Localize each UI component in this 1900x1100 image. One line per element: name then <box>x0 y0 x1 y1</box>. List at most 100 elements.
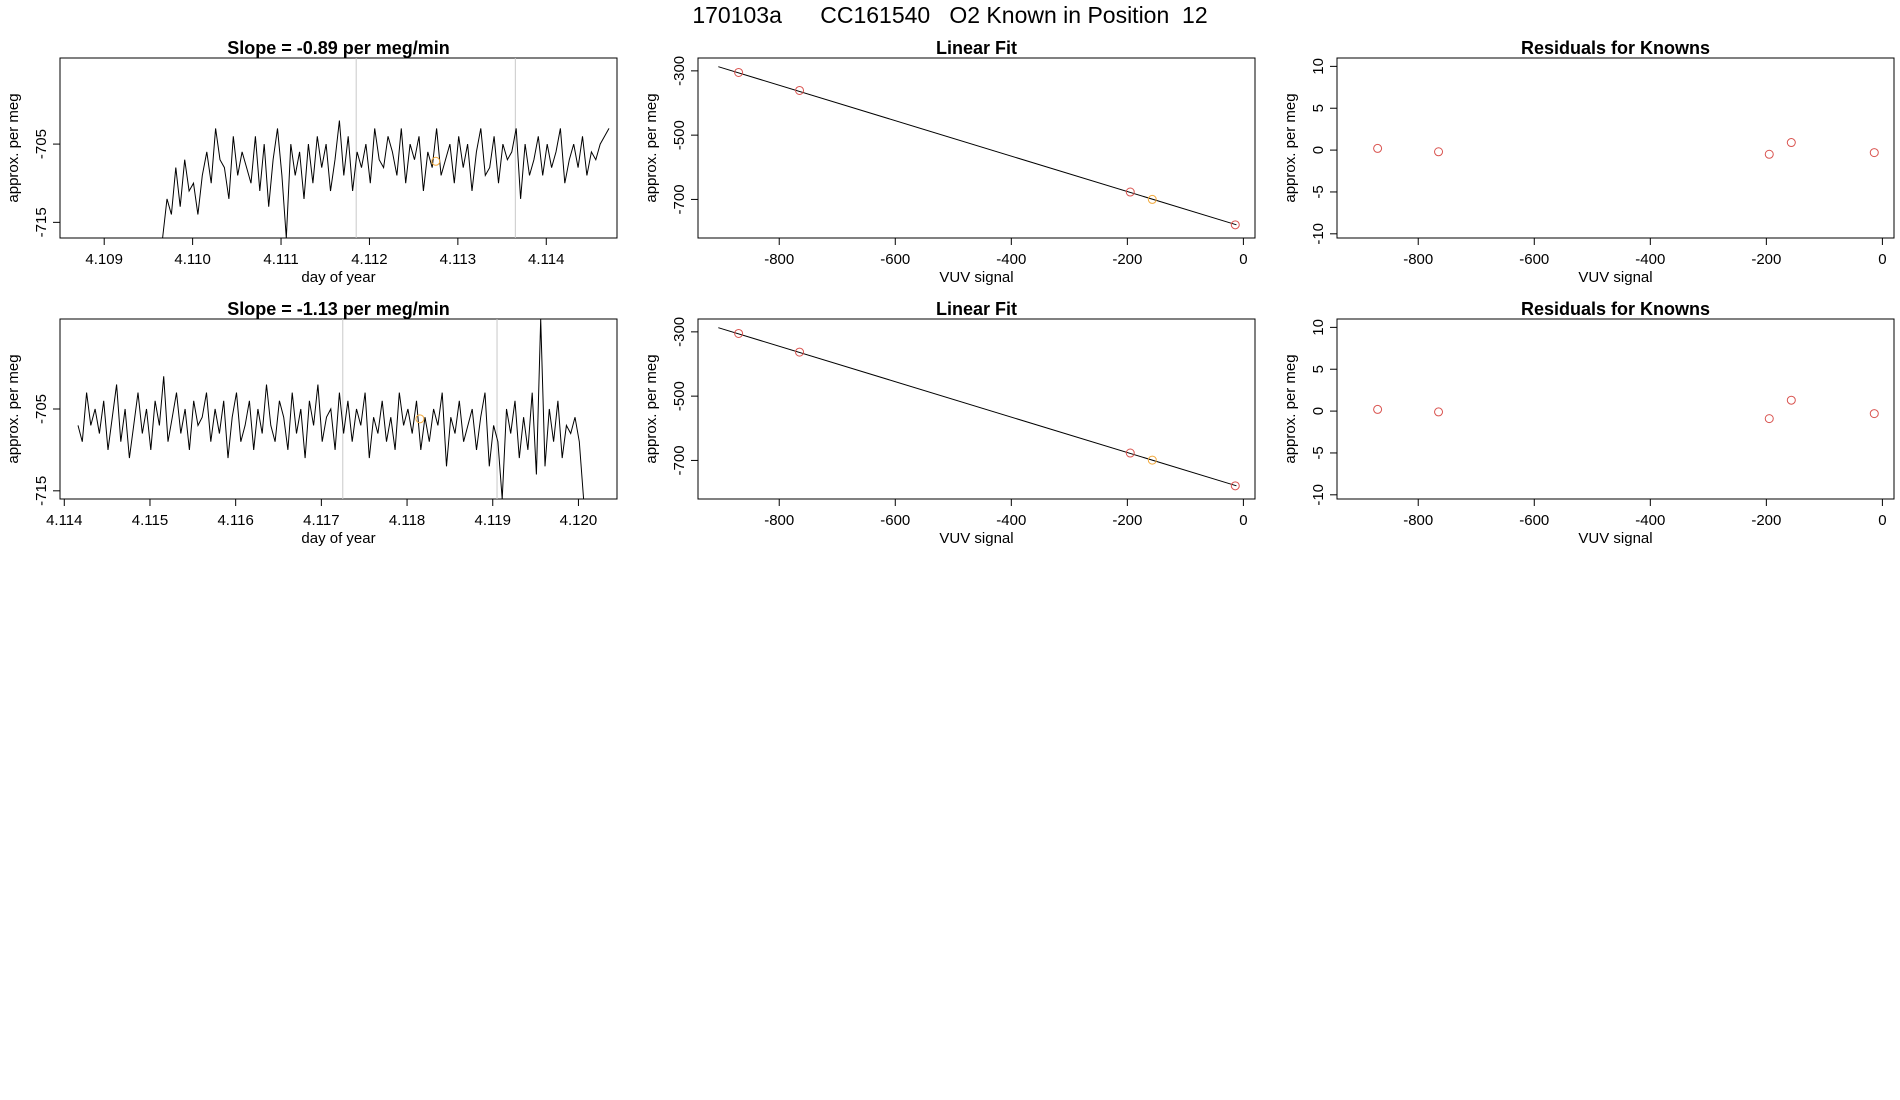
x-tick-label: -200 <box>1112 512 1142 529</box>
chart-title: Linear Fit <box>936 299 1017 319</box>
x-tick-label: 0 <box>1878 251 1886 268</box>
x-tick-label: 4.115 <box>132 512 168 529</box>
data-point <box>795 85 805 95</box>
y-tick-label: -5 <box>1310 446 1327 459</box>
data-point <box>1434 407 1444 417</box>
y-axis-label: approx. per meg <box>643 354 660 463</box>
plot-frame <box>1336 57 1895 239</box>
chart-title: Residuals for Knowns <box>1521 299 1710 319</box>
data-point <box>1147 455 1157 465</box>
y-tick-label: -300 <box>671 56 688 86</box>
data-point <box>1230 220 1240 230</box>
x-tick-label: -200 <box>1751 251 1781 268</box>
y-tick-label: 10 <box>1310 58 1327 75</box>
x-tick-label: 4.118 <box>389 512 425 529</box>
y-tick-label: 10 <box>1310 319 1327 336</box>
x-tick-label: -600 <box>880 251 910 268</box>
x-tick-label: 0 <box>1239 512 1247 529</box>
data-point <box>1869 148 1879 158</box>
x-tick-label: 4.117 <box>303 512 339 529</box>
x-tick-label: 4.119 <box>475 512 511 529</box>
x-tick-label: 4.116 <box>217 512 253 529</box>
y-axis-label: approx. per meg <box>643 93 660 202</box>
x-tick-label: -200 <box>1751 512 1781 529</box>
y-tick-label: -10 <box>1310 223 1327 245</box>
data-point <box>1230 481 1240 491</box>
y-tick-label: -715 <box>33 476 50 506</box>
chart-title: Linear Fit <box>936 38 1017 58</box>
x-axis-label: day of year <box>301 269 375 286</box>
x-tick-label: -400 <box>1635 512 1665 529</box>
fit-line <box>718 66 1237 226</box>
chart-title: Residuals for Knowns <box>1521 38 1710 58</box>
y-tick-label: -715 <box>33 207 50 237</box>
y-tick-label: 5 <box>1310 365 1327 373</box>
data-point <box>1147 194 1157 204</box>
highlight-point <box>431 156 441 166</box>
x-tick-label: -400 <box>996 251 1026 268</box>
y-tick-label: -5 <box>1310 185 1327 198</box>
x-axis-label: VUV signal <box>1578 530 1652 547</box>
x-axis-label: day of year <box>301 530 375 547</box>
x-tick-label: 4.120 <box>560 512 598 529</box>
y-axis-label: approx. per meg <box>1282 93 1299 202</box>
data-point <box>734 67 744 77</box>
data-point <box>1764 149 1774 159</box>
x-axis-label: VUV signal <box>1578 269 1652 286</box>
x-tick-label: 4.112 <box>351 251 387 268</box>
x-tick-label: -800 <box>764 251 794 268</box>
data-point <box>1786 395 1796 405</box>
x-axis-label: VUV signal <box>939 269 1013 286</box>
data-point <box>1434 147 1444 157</box>
x-tick-label: -800 <box>1403 512 1433 529</box>
y-tick-label: -10 <box>1310 484 1327 506</box>
data-point <box>734 328 744 338</box>
x-tick-label: -600 <box>880 512 910 529</box>
chart-title: Slope = -1.13 per meg/min <box>227 299 450 319</box>
plot-frame <box>59 57 618 239</box>
x-tick-label: 4.114 <box>528 251 564 268</box>
x-tick-label: -600 <box>1519 251 1549 268</box>
y-tick-label: -500 <box>671 120 688 150</box>
x-tick-label: -800 <box>764 512 794 529</box>
page-title: 170103a CC161540 O2 Known in Position 12 <box>692 2 1208 28</box>
x-tick-label: -200 <box>1112 251 1142 268</box>
y-tick-label: -705 <box>33 394 50 424</box>
plot-frame <box>697 318 1256 500</box>
x-tick-label: 4.113 <box>440 251 476 268</box>
x-tick-label: -400 <box>996 512 1026 529</box>
y-axis-label: approx. per meg <box>5 354 22 463</box>
y-tick-label: 0 <box>1310 146 1327 154</box>
y-tick-label: 0 <box>1310 407 1327 415</box>
y-tick-label: -700 <box>671 445 688 475</box>
y-axis-label: approx. per meg <box>1282 354 1299 463</box>
data-point <box>1125 187 1135 197</box>
y-tick-label: -500 <box>671 381 688 411</box>
data-point <box>795 347 805 357</box>
data-point <box>1373 143 1383 153</box>
plot-frame <box>1336 318 1895 500</box>
x-tick-label: 4.114 <box>46 512 82 529</box>
x-tick-label: -600 <box>1519 512 1549 529</box>
chart-title: Slope = -0.89 per meg/min <box>227 38 450 58</box>
data-point <box>1869 409 1879 419</box>
y-tick-label: 5 <box>1310 104 1327 112</box>
x-tick-label: 0 <box>1239 251 1247 268</box>
x-tick-label: -400 <box>1635 251 1665 268</box>
data-point <box>1373 404 1383 414</box>
series-line <box>162 120 610 239</box>
plot-frame <box>697 57 1256 239</box>
y-tick-label: -705 <box>33 129 50 159</box>
x-axis-label: VUV signal <box>939 530 1013 547</box>
data-point <box>1764 414 1774 424</box>
y-tick-label: -700 <box>671 184 688 214</box>
x-tick-label: 4.109 <box>85 251 123 268</box>
series-line <box>77 318 585 500</box>
x-tick-label: 0 <box>1878 512 1886 529</box>
y-tick-label: -300 <box>671 317 688 347</box>
y-axis-label: approx. per meg <box>5 93 22 202</box>
x-tick-label: 4.110 <box>174 251 210 268</box>
x-tick-label: 4.111 <box>263 251 298 268</box>
x-tick-label: -800 <box>1403 251 1433 268</box>
